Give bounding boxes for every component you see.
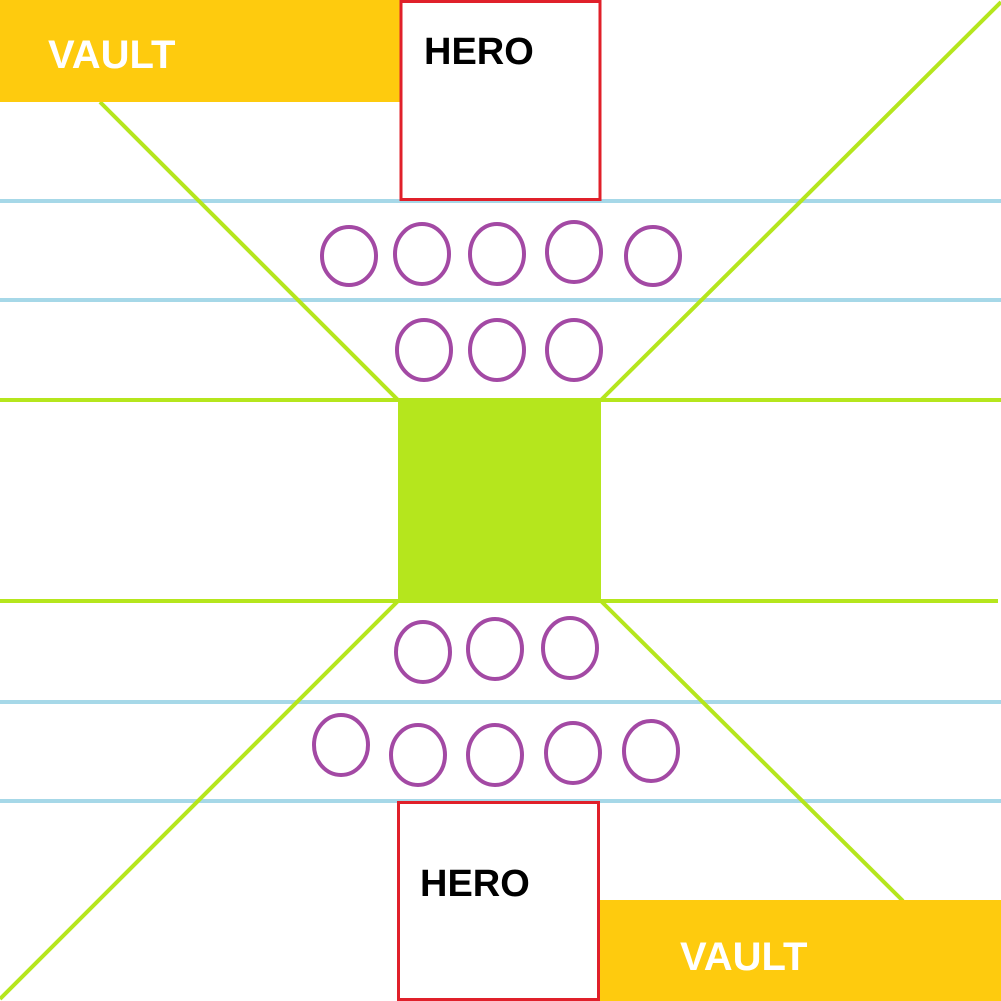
slot-circle bbox=[389, 723, 447, 787]
slot-circle bbox=[320, 225, 378, 287]
hero-top-label: HERO bbox=[424, 31, 534, 73]
slot-circle bbox=[468, 222, 526, 286]
vault-bottom-block bbox=[598, 900, 1001, 1001]
slot-circle bbox=[466, 723, 524, 787]
slot-row-1 bbox=[320, 220, 682, 287]
slot-circle bbox=[545, 220, 603, 284]
slot-circle bbox=[393, 222, 451, 286]
slot-circle bbox=[394, 620, 452, 684]
vault-top-block bbox=[0, 0, 402, 102]
slot-circle bbox=[541, 616, 599, 680]
hero-bottom-label: HERO bbox=[420, 863, 530, 905]
slot-circle bbox=[544, 721, 602, 785]
hero-top-box bbox=[399, 0, 602, 201]
slot-row-3 bbox=[394, 616, 599, 684]
slot-row-4 bbox=[312, 713, 680, 787]
center-block bbox=[398, 400, 601, 601]
vault-bottom-label: VAULT bbox=[680, 935, 807, 979]
vault-top-label: VAULT bbox=[48, 33, 175, 77]
slot-circle bbox=[395, 318, 453, 382]
hero-bottom-box bbox=[397, 801, 600, 1001]
slot-circle bbox=[545, 318, 603, 382]
slot-circle bbox=[312, 713, 370, 777]
slot-circle bbox=[622, 719, 680, 783]
slot-circle bbox=[624, 225, 682, 287]
slot-circle bbox=[468, 318, 526, 382]
slot-row-2 bbox=[395, 318, 603, 382]
diagonal-bottom-right bbox=[599, 599, 905, 903]
diagonal-top-right bbox=[599, 0, 1001, 402]
diagonal-bottom-left bbox=[0, 599, 400, 1001]
slot-circle bbox=[466, 617, 524, 681]
diagonal-top-left bbox=[98, 100, 400, 402]
